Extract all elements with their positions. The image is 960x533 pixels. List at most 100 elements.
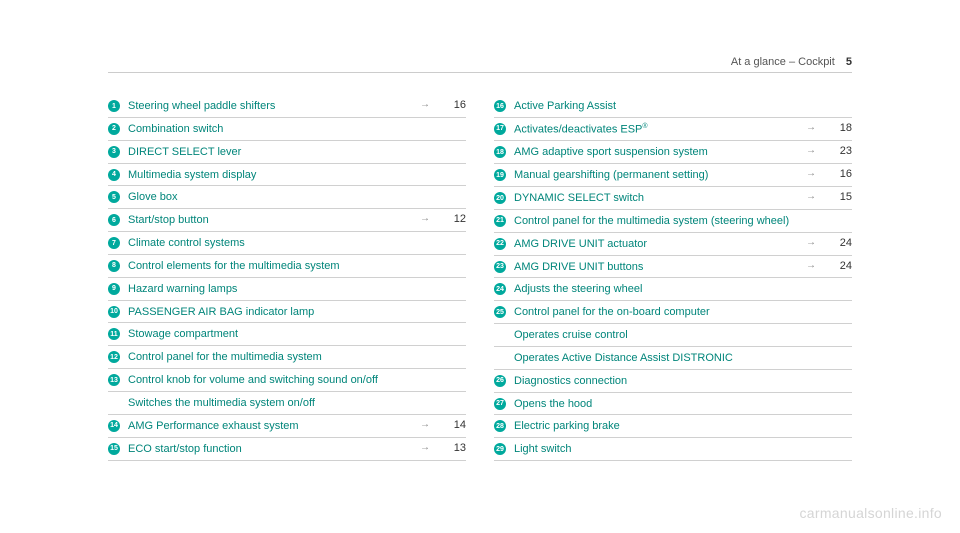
item-number-badge: 1 <box>108 100 120 112</box>
item-label: Light switch <box>514 442 852 457</box>
list-item: 26 Diagnostics connection <box>494 370 852 393</box>
list-item: 10PASSENGER AIR BAG indicator lamp <box>108 301 466 324</box>
item-number-badge: 10 <box>108 306 120 318</box>
page-ref-arrow-icon: → <box>806 191 816 202</box>
item-number-badge: 24 <box>494 283 506 295</box>
page-header: At a glance – Cockpit 5 <box>731 56 852 68</box>
item-number-badge: 28 <box>494 420 506 432</box>
list-item: 6Start/stop button→12 <box>108 209 466 232</box>
item-label: Opens the hood <box>514 397 852 412</box>
list-item: 19 Manual gearshifting (permanent setting… <box>494 164 852 187</box>
list-item: 24 Adjusts the steering wheel <box>494 278 852 301</box>
item-label: Electric parking brake <box>514 419 852 434</box>
item-number-badge: 21 <box>494 215 506 227</box>
item-label: Control elements for the multimedia syst… <box>128 259 466 274</box>
item-label: Switches the multimedia system on/off <box>128 396 466 411</box>
item-label: Manual gearshifting (permanent setting) <box>514 168 802 183</box>
item-number-badge: 18 <box>494 146 506 158</box>
item-number-badge: 26 <box>494 375 506 387</box>
item-label: Hazard warning lamps <box>128 282 466 297</box>
item-number-badge: 15 <box>108 443 120 455</box>
item-label: DYNAMIC SELECT switch <box>514 191 802 206</box>
item-number-badge: 17 <box>494 123 506 135</box>
page-ref-number: 12 <box>442 213 466 225</box>
item-label: AMG Performance exhaust system <box>128 419 416 434</box>
item-number-badge: 7 <box>108 237 120 249</box>
page-ref-arrow-icon: → <box>806 237 816 248</box>
page-ref-arrow-icon: → <box>806 145 816 156</box>
item-label: AMG DRIVE UNIT actuator <box>514 237 802 252</box>
item-number-badge: 12 <box>108 351 120 363</box>
item-number-badge: 13 <box>108 374 120 386</box>
item-label: Control panel for the on-board computer <box>514 305 852 320</box>
page-ref-arrow-icon: → <box>420 213 430 224</box>
page-ref-number: 24 <box>828 237 852 249</box>
list-item: 22 AMG DRIVE UNIT actuator → 24 <box>494 233 852 256</box>
page-ref-number: 24 <box>828 260 852 272</box>
list-item: 17Activates/deactivates ESP®→18 <box>494 118 852 142</box>
list-item: 23AMG DRIVE UNIT buttons→24 <box>494 256 852 279</box>
item-number-badge: 25 <box>494 306 506 318</box>
item-label: Start/stop button <box>128 213 416 228</box>
list-item: 5Glove box <box>108 186 466 209</box>
list-item: Operates cruise control <box>494 324 852 347</box>
item-number-badge: 8 <box>108 260 120 272</box>
item-label: Activates/deactivates ESP® <box>514 122 802 138</box>
item-label: AMG DRIVE UNIT buttons <box>514 260 802 275</box>
item-label: Active Parking Assist <box>514 99 852 114</box>
list-item: 3DIRECT SELECT lever <box>108 141 466 164</box>
list-item: 4Multimedia system display <box>108 164 466 187</box>
list-item: 16 Active Parking Assist <box>494 95 852 118</box>
list-item: 14AMG Performance exhaust system→14 <box>108 415 466 438</box>
list-item: 1Steering wheel paddle shifters→16 <box>108 95 466 118</box>
column-left: 1 Steering wheel paddle shifters → 16 2Combi… <box>108 95 466 461</box>
item-number-badge: 27 <box>494 398 506 410</box>
list-item: Switches the multimedia system on/off <box>108 392 466 415</box>
item-label: Control knob for volume and switching so… <box>128 373 466 388</box>
item-label: Climate control systems <box>128 236 466 251</box>
list-item: 12 Control panel for the multimedia syste… <box>108 346 466 369</box>
list-item: 20DYNAMIC SELECT switch→15 <box>494 187 852 210</box>
list-item: 29 Light switch <box>494 438 852 461</box>
item-label: Control panel for the multimedia system <box>128 350 466 365</box>
page-ref-arrow-icon: → <box>806 168 816 179</box>
item-label: AMG adaptive sport suspension system <box>514 145 802 160</box>
content-columns: 1 Steering wheel paddle shifters → 16 2Combi… <box>108 95 852 461</box>
list-item: 15ECO start/stop function→13 <box>108 438 466 461</box>
list-item: 2Combination switch <box>108 118 466 141</box>
page-ref-number: 15 <box>828 191 852 203</box>
item-label: Stowage compartment <box>128 327 466 342</box>
item-number-badge: 14 <box>108 420 120 432</box>
header-page-number: 5 <box>846 56 852 68</box>
item-number-badge: 5 <box>108 191 120 203</box>
list-item: 7 Climate control systems <box>108 232 466 255</box>
page-ref-arrow-icon: → <box>806 260 816 271</box>
page-ref-number: 23 <box>828 145 852 157</box>
list-item: 8 Control elements for the multimedia sys… <box>108 255 466 278</box>
item-number-badge: 19 <box>494 169 506 181</box>
item-number-badge: 16 <box>494 100 506 112</box>
item-label: ECO start/stop function <box>128 442 416 457</box>
item-label: Diagnostics connection <box>514 374 852 389</box>
page-ref-number: 13 <box>442 442 466 454</box>
header-title: At a glance – Cockpit <box>731 56 835 68</box>
list-item: 25 Control panel for the on-board compute… <box>494 301 852 324</box>
item-label: Adjusts the steering wheel <box>514 282 852 297</box>
item-number-badge: 9 <box>108 283 120 295</box>
item-number-badge: 11 <box>108 328 120 340</box>
header-rule <box>108 72 852 73</box>
page-ref-number: 16 <box>442 99 466 111</box>
list-item: 28 Electric parking brake <box>494 415 852 438</box>
item-number-badge <box>494 329 506 341</box>
list-item: 13 Control knob for volume and switching … <box>108 369 466 392</box>
column-right: 16 Active Parking Assist 17 Activates/deact… <box>494 95 852 461</box>
item-label: Steering wheel paddle shifters <box>128 99 416 114</box>
item-label: Operates Active Distance Assist DISTRONI… <box>514 351 852 366</box>
item-number-badge: 3 <box>108 146 120 158</box>
item-number-badge: 29 <box>494 443 506 455</box>
watermark: carmanualsonline.info <box>800 505 943 521</box>
item-label: Control panel for the multimedia system … <box>514 214 852 229</box>
item-number-badge <box>108 397 120 409</box>
page-ref-number: 14 <box>442 419 466 431</box>
item-number-badge: 22 <box>494 238 506 250</box>
